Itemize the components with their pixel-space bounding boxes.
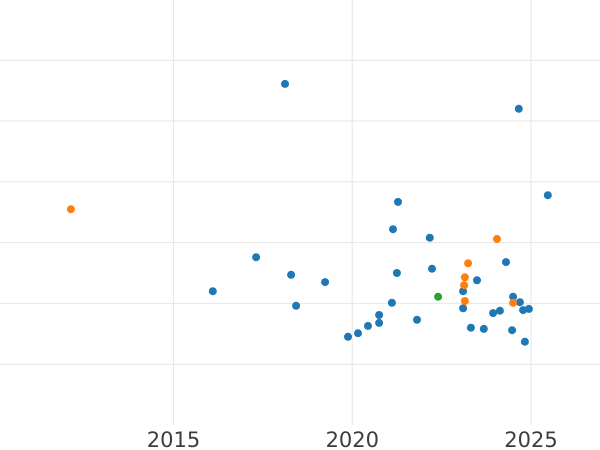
data-point <box>425 233 434 242</box>
x-axis-tick-labels: 2015 2020 2025 <box>147 428 558 450</box>
x-tick-label: 2015 <box>147 428 200 450</box>
data-point <box>364 321 372 330</box>
data-point <box>394 197 402 206</box>
data-point <box>473 276 481 285</box>
data-point <box>508 326 517 335</box>
data-point <box>479 324 488 333</box>
data-point <box>509 292 518 301</box>
data-point <box>292 301 301 310</box>
data-point <box>459 304 468 313</box>
data-point <box>502 258 510 267</box>
data-point <box>344 332 352 341</box>
data-point <box>520 337 529 346</box>
data-point <box>459 287 468 296</box>
data-point <box>389 225 397 234</box>
data-point <box>413 315 421 324</box>
data-point <box>524 304 533 313</box>
data-point <box>493 235 501 243</box>
data-point <box>434 292 443 301</box>
x-tick-label: 2025 <box>504 428 557 450</box>
data-point <box>543 191 552 200</box>
series-green <box>434 292 443 301</box>
data-point <box>375 311 384 319</box>
data-point <box>509 298 518 307</box>
data-point <box>287 270 296 279</box>
data-point <box>252 253 261 262</box>
gridlines <box>0 0 600 425</box>
data-point <box>428 264 436 273</box>
data-point <box>460 281 469 290</box>
series-blue <box>208 79 552 346</box>
data-point <box>466 323 475 332</box>
data-point <box>66 205 75 214</box>
data-point <box>489 309 498 318</box>
data-point <box>514 104 523 113</box>
data-point <box>464 259 473 268</box>
data-point <box>515 298 524 307</box>
series-orange <box>66 205 518 307</box>
data-point <box>321 278 330 287</box>
data-point <box>460 273 469 282</box>
data-point <box>460 297 469 305</box>
data-point <box>281 79 289 88</box>
x-tick-label: 2020 <box>326 428 379 450</box>
data-point <box>495 306 504 315</box>
data-point <box>354 329 362 338</box>
data-point <box>387 298 396 307</box>
data-point <box>392 269 401 277</box>
data-point <box>375 318 384 327</box>
data-point <box>208 287 217 296</box>
